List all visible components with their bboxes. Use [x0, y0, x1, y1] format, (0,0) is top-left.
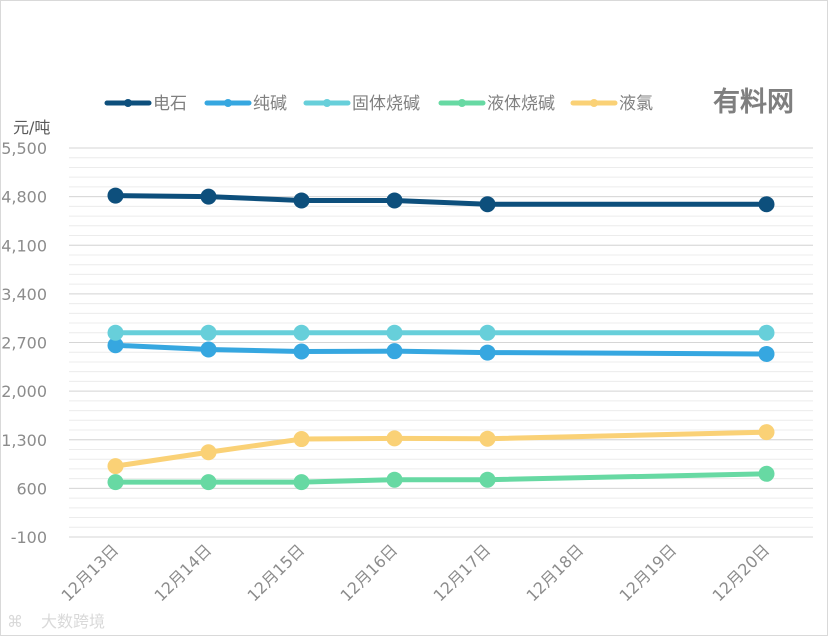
legend: 电石 纯碱 固体烧碱 液体烧碱 液氯 — [104, 94, 653, 114]
legend-item: 电石 — [104, 94, 187, 114]
data-point — [293, 192, 310, 209]
data-point — [386, 192, 403, 209]
y-tick-label: 2,000 — [1, 382, 47, 401]
data-point — [293, 431, 310, 448]
data-point — [758, 324, 775, 341]
data-point — [107, 337, 124, 354]
legend-item: 液体烧碱 — [438, 94, 555, 114]
legend-dot-marker — [124, 99, 132, 107]
legend-label: 液氯 — [619, 94, 653, 114]
data-point — [479, 324, 496, 341]
data-point — [479, 344, 496, 361]
y-tick-label: 2,700 — [1, 334, 47, 353]
x-tick-label: 12月18日 — [522, 540, 587, 605]
series-1 — [107, 187, 775, 213]
data-point — [200, 188, 217, 205]
series-line — [113, 193, 769, 207]
data-point — [293, 474, 310, 491]
data-point — [386, 430, 403, 447]
data-point — [758, 196, 775, 213]
legend-label: 液体烧碱 — [487, 94, 555, 114]
data-point — [107, 324, 124, 341]
y-tick-label: 3,400 — [1, 285, 47, 304]
data-point — [758, 424, 775, 441]
series-line — [113, 471, 769, 485]
data-point — [386, 471, 403, 488]
data-point — [479, 196, 496, 213]
data-point — [200, 324, 217, 341]
legend-label: 纯碱 — [253, 94, 287, 114]
y-tick-label: 600 — [16, 479, 47, 498]
y-tick-label: 4,100 — [1, 236, 47, 255]
legend-dot-marker — [458, 99, 466, 107]
data-point — [107, 474, 124, 491]
legend-item: 固体烧碱 — [303, 94, 420, 114]
legend-label: 电石 — [153, 94, 187, 114]
data-point — [758, 345, 775, 362]
data-point — [200, 474, 217, 491]
legend-item: 纯碱 — [204, 94, 287, 114]
x-tick-label: 12月17日 — [429, 540, 494, 605]
x-tick-label: 12月13日 — [57, 540, 122, 605]
data-point — [758, 465, 775, 482]
series-5 — [107, 424, 775, 475]
series-3 — [107, 324, 775, 341]
data-point — [107, 187, 124, 204]
data-point — [200, 341, 217, 358]
data-point — [479, 430, 496, 447]
data-point — [293, 324, 310, 341]
series-line — [113, 342, 769, 357]
data-point — [386, 324, 403, 341]
series-line — [113, 429, 769, 469]
x-tick-label: 12月19日 — [615, 540, 680, 605]
x-tick-label: 12月15日 — [243, 540, 308, 605]
legend-item: 液氯 — [570, 94, 653, 114]
data-point — [200, 444, 217, 461]
legend-dot-marker — [224, 99, 232, 107]
legend-dot-marker — [590, 99, 598, 107]
legend-dot-marker — [323, 99, 331, 107]
series-2 — [107, 337, 775, 362]
series-4 — [107, 465, 775, 491]
x-tick-label: 12月20日 — [708, 540, 773, 605]
watermark-label: 大数跨境 — [41, 612, 105, 631]
y-axis-unit-label: 元/吨 — [13, 118, 50, 137]
x-tick-label: 12月14日 — [150, 540, 215, 605]
y-tick-label: 1,300 — [1, 431, 47, 450]
watermark-icon: ⌘ — [7, 612, 23, 631]
y-tick-label: 4,800 — [1, 188, 47, 207]
grid-layer — [69, 147, 813, 538]
watermark: ⌘ 大数跨境 — [7, 612, 105, 631]
brand-logo-text: 有料网 — [713, 87, 794, 118]
series-layer — [107, 187, 775, 491]
y-tick-label: 5,500 — [1, 139, 47, 158]
data-point — [386, 343, 403, 360]
x-tick-label: 12月16日 — [336, 540, 401, 605]
y-axis: -100 600 1,300 2,000 2,700 3,400 4,100 4,800 5,5… — [1, 139, 47, 547]
legend-label: 固体烧碱 — [352, 94, 420, 114]
x-axis: 12月13日 12月14日 12月15日 12月16日 12月17日 12月18日 12月1… — [57, 540, 773, 605]
data-point — [479, 471, 496, 488]
y-tick-label: -100 — [11, 528, 47, 547]
data-point — [293, 343, 310, 360]
data-point — [107, 458, 124, 475]
